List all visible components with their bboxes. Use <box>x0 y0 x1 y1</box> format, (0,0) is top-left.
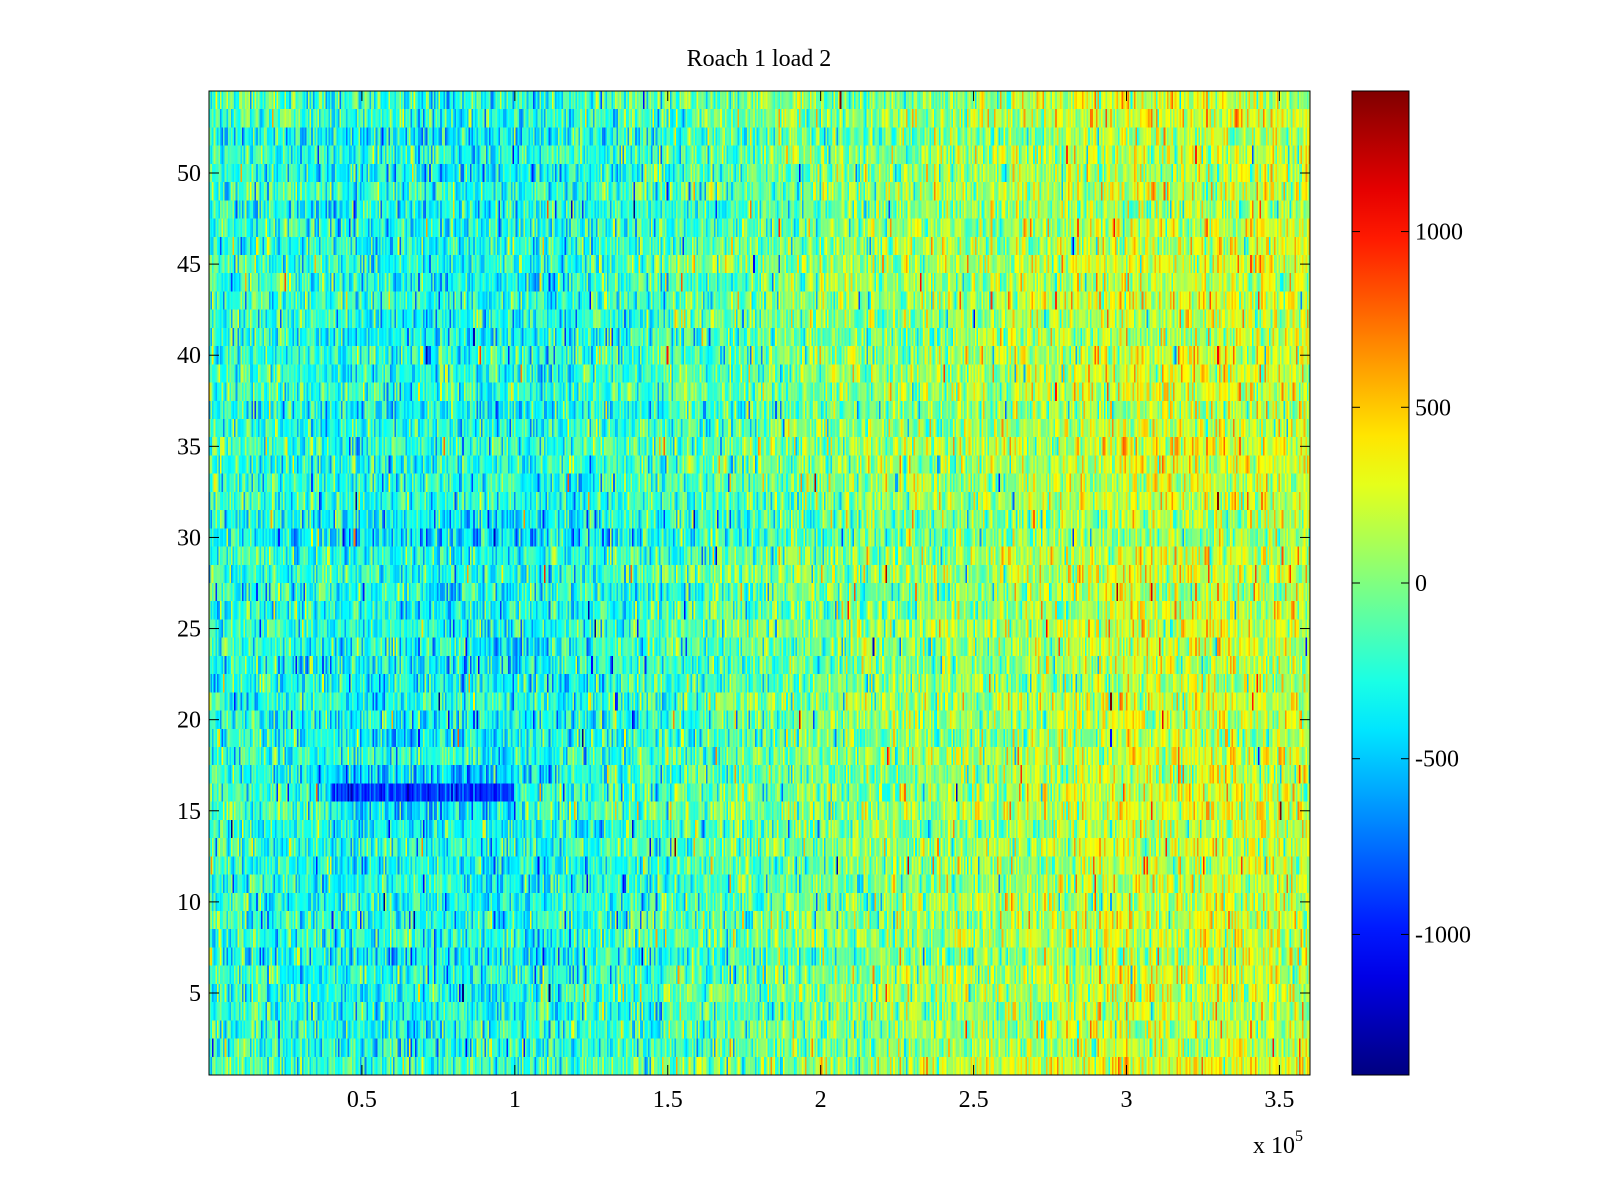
y-tick-label: 50 <box>177 161 201 187</box>
colorbar-tick-label: -500 <box>1415 747 1459 773</box>
y-tick-label: 20 <box>177 708 201 734</box>
colorbar-tick-label: 0 <box>1415 571 1427 597</box>
colorbar-axis: -1000 -500 0 500 1000 <box>1352 220 1471 948</box>
y-tick-label: 15 <box>177 799 201 825</box>
plot-frame <box>208 90 1311 1076</box>
x-axis-multiplier-exponent: 5 <box>1295 1128 1303 1145</box>
x-axis: 0.5 1 1.5 2 2.5 3 3.5 <box>347 91 1294 1113</box>
chart-title: Roach 1 load 2 <box>687 46 832 72</box>
y-tick-label: 5 <box>189 981 201 1007</box>
y-tick-label: 35 <box>177 434 201 460</box>
x-tick-label: 2 <box>815 1087 827 1113</box>
y-tick-label: 30 <box>177 525 201 551</box>
x-tick-label: 1 <box>509 1087 521 1113</box>
y-tick-label: 10 <box>177 890 201 916</box>
x-tick-label: 3.5 <box>1264 1087 1294 1113</box>
y-tick-label: 40 <box>177 343 201 369</box>
x-tick-label: 2.5 <box>959 1087 989 1113</box>
y-tick-label: 25 <box>177 617 201 643</box>
y-tick-label: 45 <box>177 252 201 278</box>
colorbar-tick-label: -1000 <box>1415 922 1471 948</box>
heatmap-image <box>209 91 1310 1075</box>
x-tick-label: 1.5 <box>653 1087 683 1113</box>
y-axis: 5 10 15 20 25 30 35 40 45 50 <box>177 161 1310 1007</box>
colorbar-tick-label: 500 <box>1415 395 1451 421</box>
colorbar <box>1351 90 1410 1076</box>
heatmap-plot-area <box>209 91 1310 1075</box>
colorbar-tick-label: 1000 <box>1415 220 1463 246</box>
x-axis-multiplier: x 105 <box>1253 1128 1303 1159</box>
x-tick-label: 0.5 <box>347 1087 377 1113</box>
x-tick-label: 3 <box>1121 1087 1133 1113</box>
x-axis-multiplier-base: x 10 <box>1253 1133 1295 1159</box>
